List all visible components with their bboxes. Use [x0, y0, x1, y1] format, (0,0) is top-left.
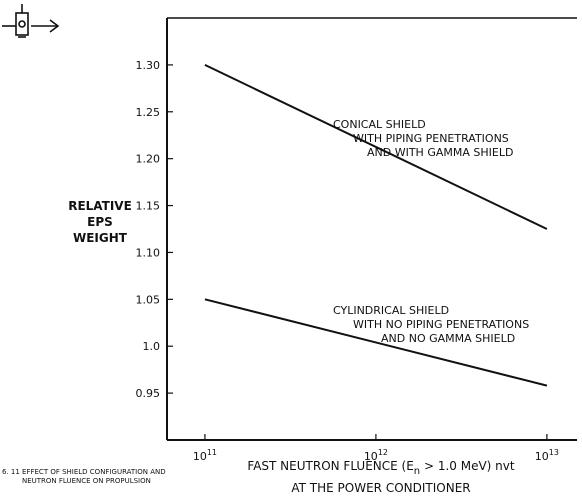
y-tick-label: 1.15 [136, 200, 161, 213]
series-label: WITH NO PIPING PENETRATIONS [353, 318, 529, 331]
caption-line-1: 6. 11 EFFECT OF SHIELD CONFIGURATION AND [2, 468, 166, 476]
y-axis-label-line-2: EPS [87, 215, 113, 229]
y-axis-label-line-1: RELATIVE [68, 199, 132, 213]
series-label: WITH PIPING PENETRATIONS [353, 132, 509, 145]
y-tick-label: 1.0 [143, 340, 161, 353]
y-tick-label: 1.10 [136, 246, 161, 259]
series-line-conical [204, 63, 548, 230]
x-axis-label-line-2: AT THE POWER CONDITIONER [291, 481, 470, 495]
logo-icon [2, 4, 60, 38]
series-label: CONICAL SHIELD [333, 118, 426, 131]
caption-line-2: NEUTRON FLUENCE ON PROPULSION [22, 477, 151, 485]
x-tick-label: 1011 [193, 448, 217, 463]
x-axis-label-line-1: FAST NEUTRON FLUENCE (En > 1.0 MeV) nvt [247, 459, 514, 477]
y-axis-label-line-3: WEIGHT [73, 231, 128, 245]
series-line-cylindrical [204, 298, 548, 387]
y-tick-label: 1.05 [136, 293, 161, 306]
series-label: AND NO GAMMA SHIELD [381, 332, 515, 345]
y-tick-label: 0.95 [136, 387, 161, 400]
y-tick-label: 1.25 [136, 106, 161, 119]
x-tick-label: 1012 [364, 448, 388, 463]
y-tick-label: 1.20 [136, 153, 161, 166]
series-label: AND WITH GAMMA SHIELD [367, 146, 513, 159]
x-tick-label: 1013 [535, 448, 559, 463]
series-label: CYLINDRICAL SHIELD [333, 304, 449, 317]
y-tick-label: 1.30 [136, 59, 161, 72]
